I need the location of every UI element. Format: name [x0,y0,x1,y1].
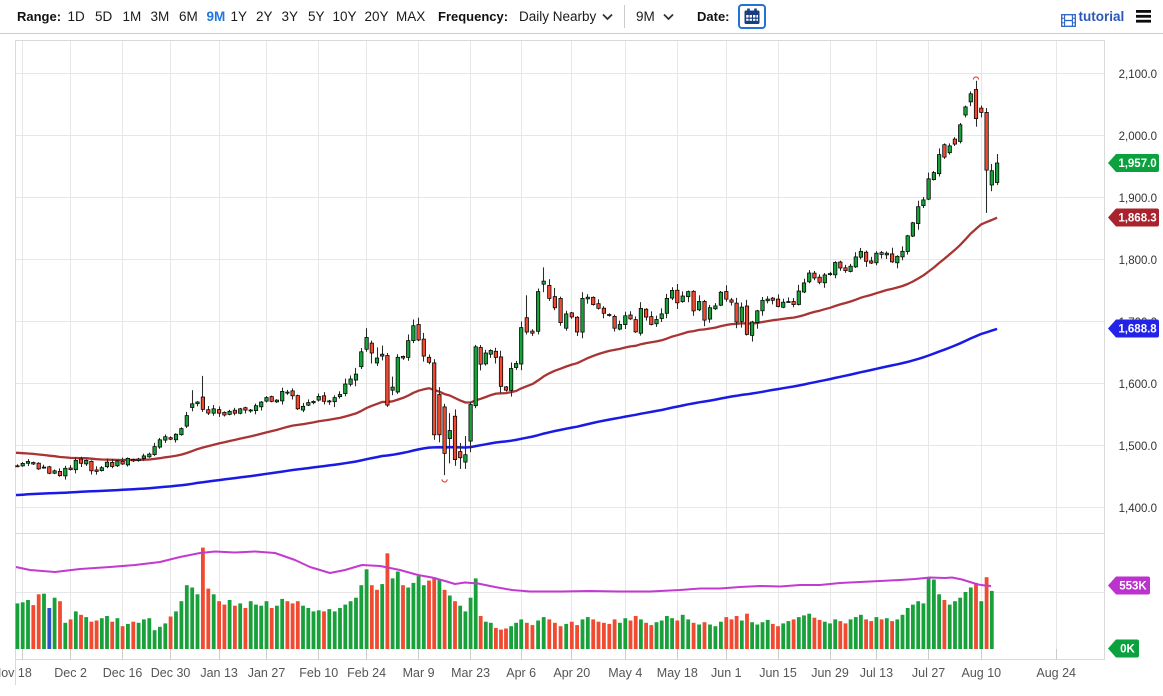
svg-text:1,800.0: 1,800.0 [1119,255,1157,267]
svg-text:Jun 15: Jun 15 [759,666,797,680]
svg-text:1,900.0: 1,900.0 [1119,193,1157,205]
svg-text:Aug 24: Aug 24 [1036,666,1076,680]
svg-text:Aug 10: Aug 10 [961,666,1001,680]
svg-text:Jul 13: Jul 13 [860,666,893,680]
svg-text:Apr 6: Apr 6 [506,666,536,680]
svg-text:Jan 13: Jan 13 [200,666,238,680]
svg-text:1,500.0: 1,500.0 [1119,441,1157,453]
svg-text:Dec 30: Dec 30 [151,666,191,680]
svg-text:1,868.3: 1,868.3 [1118,213,1156,225]
svg-text:0K: 0K [1120,644,1135,656]
svg-text:Jun 29: Jun 29 [811,666,849,680]
svg-text:Feb 10: Feb 10 [299,666,338,680]
svg-text:1,600.0: 1,600.0 [1119,379,1157,391]
svg-text:1,957.0: 1,957.0 [1118,158,1156,170]
svg-text:May 4: May 4 [608,666,642,680]
svg-text:2,000.0: 2,000.0 [1119,131,1157,143]
svg-text:Dec 16: Dec 16 [103,666,143,680]
svg-text:Nov 18: Nov 18 [0,666,32,680]
svg-text:2,100.0: 2,100.0 [1119,69,1157,81]
svg-text:Feb 24: Feb 24 [347,666,386,680]
svg-text:1,688.8: 1,688.8 [1118,324,1157,336]
svg-text:553K: 553K [1119,581,1147,593]
svg-text:Mar 23: Mar 23 [451,666,490,680]
svg-text:Jun 1: Jun 1 [711,666,742,680]
svg-text:Jul 27: Jul 27 [912,666,945,680]
svg-text:Jan 27: Jan 27 [248,666,286,680]
svg-text:Apr 20: Apr 20 [553,666,590,680]
svg-text:1,400.0: 1,400.0 [1119,503,1157,515]
svg-text:Dec 2: Dec 2 [54,666,87,680]
svg-text:May 18: May 18 [657,666,698,680]
svg-text:Mar 9: Mar 9 [403,666,435,680]
